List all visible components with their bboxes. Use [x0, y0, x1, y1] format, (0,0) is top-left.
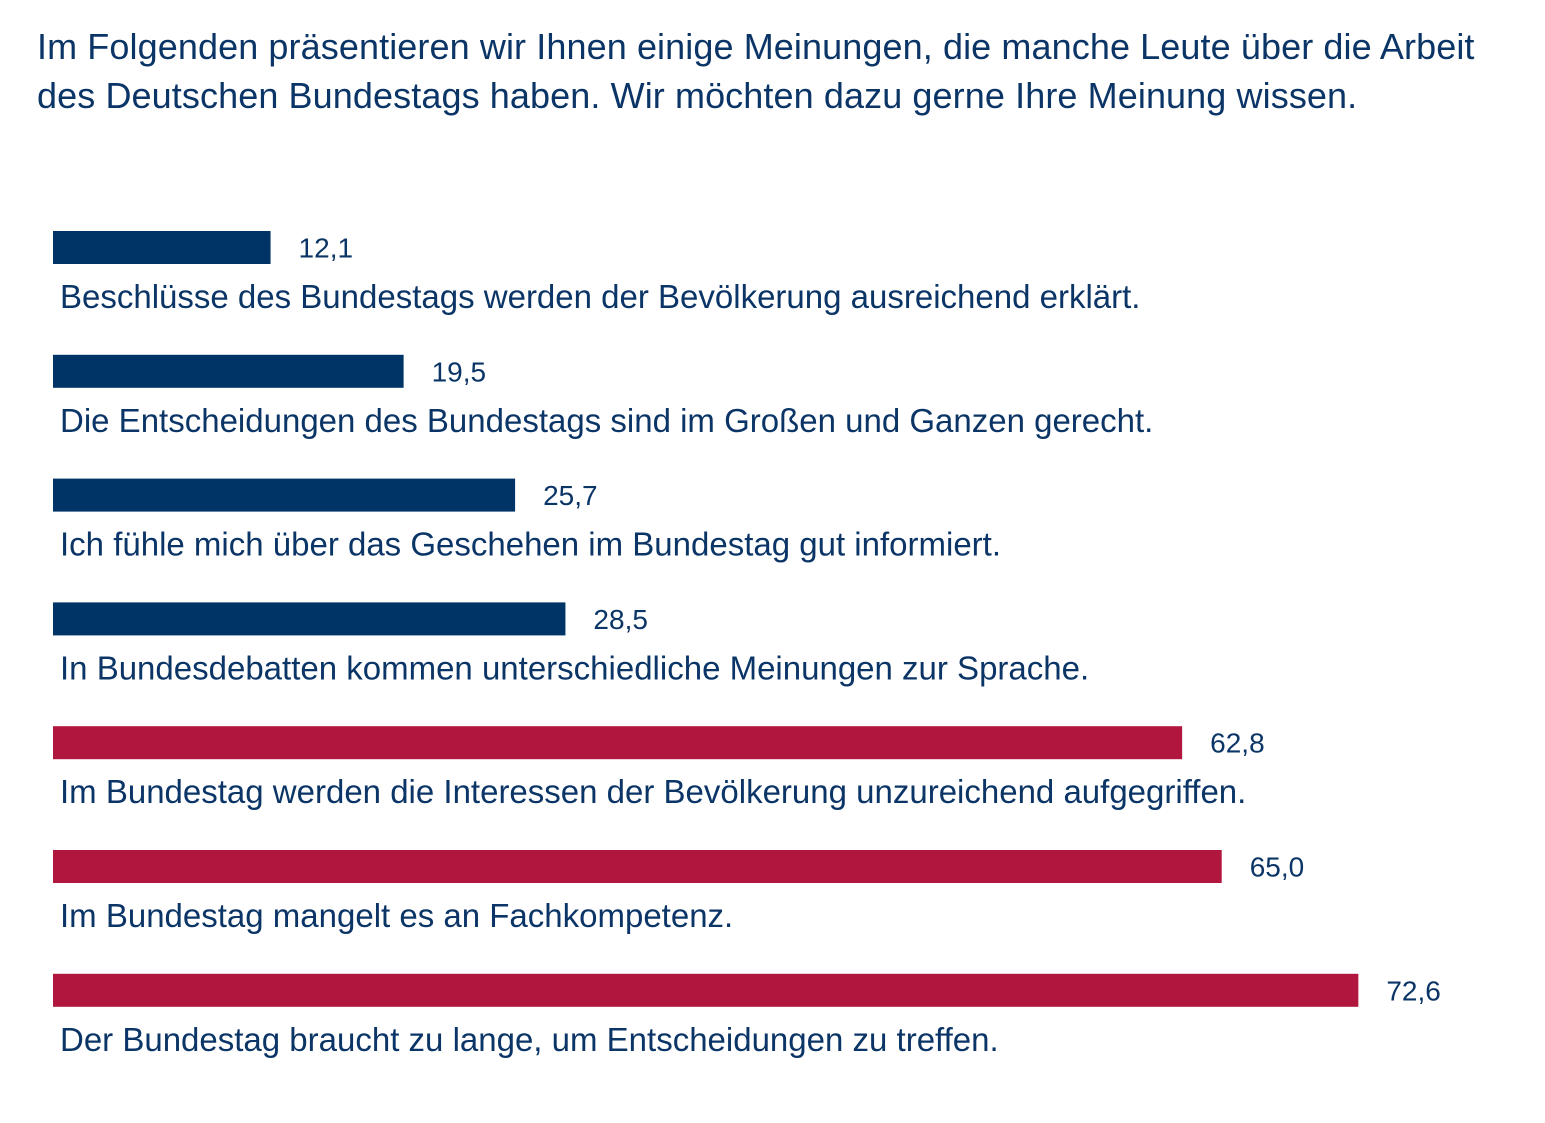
category-label-6: Im Bundestag mangelt es an Fachkompetenz…	[60, 897, 733, 934]
bar-value-label-6: 65,0	[1250, 852, 1305, 883]
bar-6	[53, 850, 1222, 883]
bar-value-label-2: 19,5	[432, 356, 487, 387]
category-label-3: Ich fühle mich über das Geschehen im Bun…	[60, 526, 1001, 563]
bar-value-label-1: 12,1	[299, 233, 354, 264]
bar-value-label-5: 62,8	[1210, 728, 1265, 759]
bar-4	[53, 602, 566, 636]
question-text: Im Folgenden präsentieren wir Ihnen eini…	[37, 26, 1475, 116]
bar-1	[53, 231, 271, 264]
category-label-1: Beschlüsse des Bundestags werden der Bev…	[60, 278, 1140, 315]
bar-value-label-7: 72,6	[1386, 975, 1441, 1006]
bars-group: 12,1 Beschlüsse des Bundestags werden der…	[53, 231, 1441, 1058]
bar-value-label-4: 28,5	[593, 604, 648, 635]
bar-value-label-3: 25,7	[543, 480, 598, 511]
category-label-4: In Bundesdebatten kommen unterschiedlich…	[60, 649, 1089, 686]
bar-7	[53, 973, 1359, 1007]
category-label-7: Der Bundestag braucht zu lange, um Entsc…	[60, 1021, 999, 1058]
category-label-2: Die Entscheidungen des Bundestags sind i…	[60, 402, 1153, 439]
bar-3	[53, 478, 516, 512]
bar-2	[53, 354, 404, 388]
category-label-5: Im Bundestag werden die Interessen der B…	[60, 773, 1246, 810]
bar-5	[53, 726, 1183, 760]
